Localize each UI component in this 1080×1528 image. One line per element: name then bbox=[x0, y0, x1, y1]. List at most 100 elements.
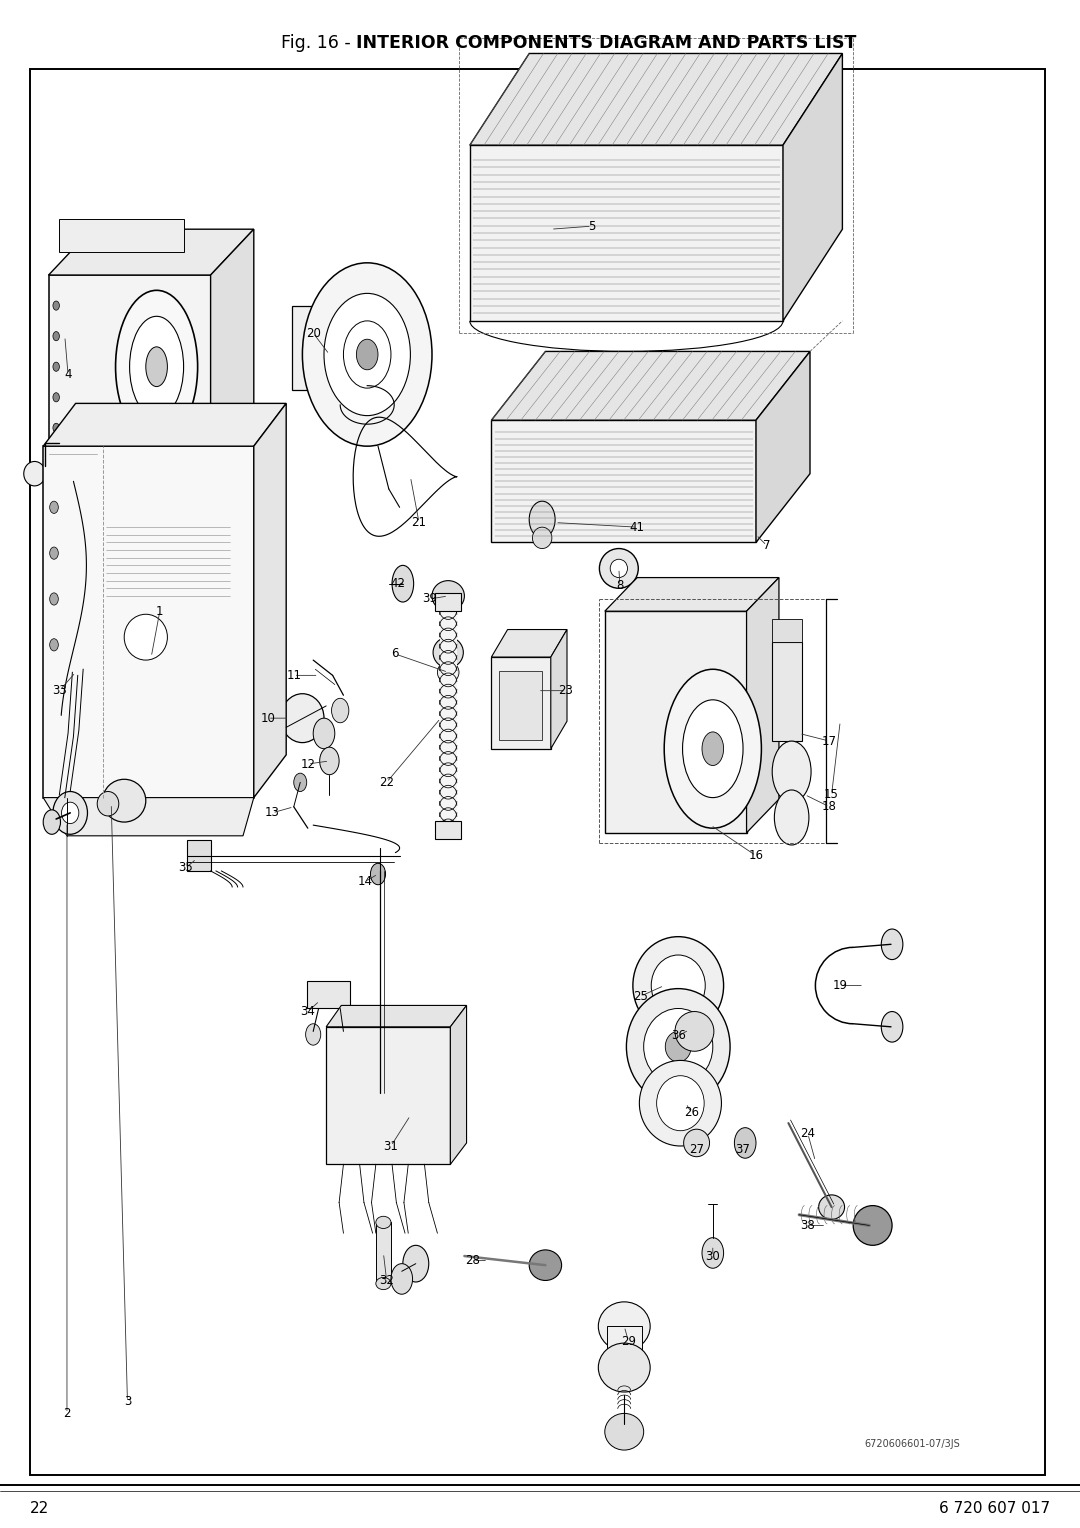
Text: 22: 22 bbox=[30, 1500, 50, 1516]
Ellipse shape bbox=[50, 501, 58, 513]
Bar bbox=[435, 821, 461, 839]
Ellipse shape bbox=[320, 747, 339, 775]
Polygon shape bbox=[605, 611, 746, 833]
Text: 29: 29 bbox=[621, 1335, 636, 1348]
Ellipse shape bbox=[332, 698, 349, 723]
Text: 12: 12 bbox=[300, 758, 315, 770]
Ellipse shape bbox=[529, 1250, 562, 1280]
Polygon shape bbox=[470, 145, 783, 321]
Ellipse shape bbox=[881, 1012, 903, 1042]
Text: 23: 23 bbox=[558, 685, 573, 697]
Ellipse shape bbox=[774, 790, 809, 845]
Text: 7: 7 bbox=[764, 539, 770, 552]
Polygon shape bbox=[551, 630, 567, 749]
Polygon shape bbox=[783, 53, 842, 321]
Text: 20: 20 bbox=[306, 327, 321, 339]
Text: 5: 5 bbox=[589, 220, 595, 232]
Ellipse shape bbox=[702, 1238, 724, 1268]
Polygon shape bbox=[43, 403, 286, 446]
Ellipse shape bbox=[639, 1060, 721, 1146]
Text: 6: 6 bbox=[392, 648, 399, 660]
Ellipse shape bbox=[664, 669, 761, 828]
Ellipse shape bbox=[376, 1277, 391, 1290]
Text: 24: 24 bbox=[800, 1128, 815, 1140]
Text: 38: 38 bbox=[800, 1219, 815, 1232]
Polygon shape bbox=[491, 630, 567, 657]
Ellipse shape bbox=[392, 565, 414, 602]
Text: 22: 22 bbox=[379, 776, 394, 788]
Bar bbox=[376, 1222, 391, 1284]
Text: 31: 31 bbox=[383, 1140, 399, 1152]
Text: 39: 39 bbox=[422, 593, 437, 605]
Polygon shape bbox=[605, 578, 779, 611]
Polygon shape bbox=[746, 578, 779, 833]
Ellipse shape bbox=[598, 1343, 650, 1392]
Ellipse shape bbox=[665, 1031, 691, 1062]
Ellipse shape bbox=[437, 662, 459, 683]
Text: Fig. 16 -: Fig. 16 - bbox=[281, 34, 356, 52]
Ellipse shape bbox=[53, 454, 59, 463]
Ellipse shape bbox=[50, 639, 58, 651]
Polygon shape bbox=[292, 306, 346, 390]
Text: 28: 28 bbox=[465, 1254, 481, 1267]
Ellipse shape bbox=[53, 393, 59, 402]
Ellipse shape bbox=[644, 1008, 713, 1085]
Polygon shape bbox=[326, 1005, 467, 1027]
Text: 4: 4 bbox=[65, 368, 71, 380]
Polygon shape bbox=[211, 229, 254, 489]
Text: 41: 41 bbox=[630, 521, 645, 533]
Ellipse shape bbox=[103, 779, 146, 822]
Polygon shape bbox=[49, 275, 211, 489]
Ellipse shape bbox=[57, 787, 77, 808]
Text: 11: 11 bbox=[286, 669, 301, 681]
Text: 8: 8 bbox=[617, 579, 623, 591]
Polygon shape bbox=[756, 351, 810, 542]
Ellipse shape bbox=[598, 1302, 650, 1351]
Text: 3: 3 bbox=[124, 1395, 131, 1407]
Ellipse shape bbox=[24, 461, 45, 486]
Ellipse shape bbox=[702, 732, 724, 766]
Text: 32: 32 bbox=[379, 1274, 394, 1287]
Polygon shape bbox=[491, 420, 756, 542]
Ellipse shape bbox=[124, 614, 167, 660]
Ellipse shape bbox=[53, 362, 59, 371]
Ellipse shape bbox=[605, 1413, 644, 1450]
Text: 30: 30 bbox=[705, 1250, 720, 1262]
Text: 19: 19 bbox=[833, 979, 848, 992]
Ellipse shape bbox=[130, 316, 184, 417]
Ellipse shape bbox=[302, 263, 432, 446]
Bar bbox=[187, 840, 211, 871]
Text: 33: 33 bbox=[52, 685, 67, 697]
Polygon shape bbox=[43, 446, 254, 798]
Ellipse shape bbox=[633, 937, 724, 1034]
Ellipse shape bbox=[336, 1024, 351, 1045]
Text: 26: 26 bbox=[684, 1106, 699, 1118]
Ellipse shape bbox=[819, 1195, 845, 1219]
Ellipse shape bbox=[281, 694, 324, 743]
Ellipse shape bbox=[53, 423, 59, 432]
Bar bbox=[307, 981, 350, 1008]
Ellipse shape bbox=[356, 339, 378, 370]
Bar bbox=[59, 219, 184, 252]
Ellipse shape bbox=[657, 1076, 704, 1131]
Ellipse shape bbox=[529, 501, 555, 538]
Polygon shape bbox=[491, 657, 551, 749]
Ellipse shape bbox=[403, 1245, 429, 1282]
Ellipse shape bbox=[651, 955, 705, 1016]
Ellipse shape bbox=[313, 718, 335, 749]
Text: 25: 25 bbox=[633, 990, 648, 1002]
Text: 35: 35 bbox=[178, 862, 193, 874]
Polygon shape bbox=[491, 351, 810, 420]
Text: 27: 27 bbox=[689, 1143, 704, 1155]
Text: 36: 36 bbox=[671, 1030, 686, 1042]
Polygon shape bbox=[43, 798, 254, 836]
Polygon shape bbox=[470, 53, 842, 145]
Ellipse shape bbox=[53, 332, 59, 341]
Text: 15: 15 bbox=[824, 788, 839, 801]
Ellipse shape bbox=[684, 1129, 710, 1157]
Ellipse shape bbox=[599, 549, 638, 588]
Ellipse shape bbox=[50, 547, 58, 559]
Polygon shape bbox=[216, 435, 238, 520]
Bar bbox=[326, 1027, 450, 1164]
Text: 42: 42 bbox=[390, 578, 405, 590]
